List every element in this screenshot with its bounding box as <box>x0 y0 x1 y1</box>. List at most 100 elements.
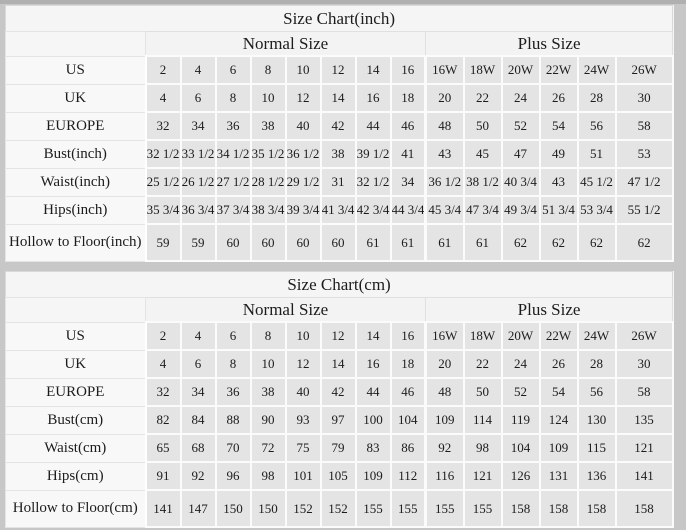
size-cell: 38 <box>249 377 287 407</box>
table-row: UK 4 6 8 10 12 14 16 18 20 22 24 26 28 30 <box>5 349 674 379</box>
size-cell: 16 <box>354 349 392 379</box>
size-cell: 44 <box>354 377 392 407</box>
size-cell: 58 <box>614 111 674 141</box>
size-cell: 26W <box>614 55 674 85</box>
size-cell: 12 <box>319 321 357 351</box>
size-cell: 34 <box>179 377 217 407</box>
size-cell: 10 <box>249 83 287 113</box>
row-label: US <box>5 321 147 351</box>
size-cell: 8 <box>249 55 287 85</box>
size-cell: 51 <box>576 139 617 169</box>
size-cell: 141 <box>614 461 674 491</box>
size-cell: 121 <box>614 433 674 463</box>
size-cell: 115 <box>576 433 617 463</box>
size-cell: 35 1/2 <box>249 139 287 169</box>
size-cell: 47 1/2 <box>614 167 674 197</box>
size-cell: 41 <box>389 139 427 169</box>
row-label: Hips(inch) <box>5 195 147 225</box>
size-table: Size Chart(cm) Normal Size Plus Size US 2 4 6 8… <box>5 271 674 528</box>
table-row: Hips(inch) 35 3/4 36 3/4 37 3/4 38 3/4 39 3/4… <box>5 195 674 225</box>
size-cell: 91 <box>144 461 182 491</box>
size-cell: 43 <box>424 139 465 169</box>
size-cell: 16 <box>389 55 427 85</box>
size-cell: 49 3/4 <box>500 195 541 225</box>
table-row: US 2 4 6 8 10 12 14 16 16W 18W 20W 22W 24W 26W <box>5 321 674 351</box>
size-cell: 60 <box>284 223 322 262</box>
size-cell: 93 <box>284 405 322 435</box>
size-cell: 41 3/4 <box>319 195 357 225</box>
column-group-header: Plus Size <box>424 297 674 323</box>
size-cell: 158 <box>538 489 579 528</box>
size-cell: 52 <box>500 377 541 407</box>
row-label: Waist(cm) <box>5 433 147 463</box>
size-cell: 2 <box>144 321 182 351</box>
table-row: Bust(inch) 32 1/2 33 1/2 34 1/2 35 1/2 36 1/2… <box>5 139 674 169</box>
size-cell: 18W <box>462 55 503 85</box>
size-cell: 10 <box>249 349 287 379</box>
size-cell: 36 <box>214 111 252 141</box>
size-cell: 90 <box>249 405 287 435</box>
chart-title: Size Chart(inch) <box>5 5 673 32</box>
row-label: Bust(cm) <box>5 405 147 435</box>
table-row: US 2 4 6 8 10 12 14 16 16W 18W 20W 22W 24W 26W <box>5 55 674 85</box>
corner-cell <box>5 297 146 323</box>
table-row: Bust(cm) 82 84 88 90 93 97 100 104 109 114 119 124 13… <box>5 405 674 435</box>
table-row: Hollow to Floor(inch) 59 59 60 60 60 60 61 61 61 6… <box>5 223 674 262</box>
row-label: Hips(cm) <box>5 461 147 491</box>
size-cell: 158 <box>614 489 674 528</box>
size-cell: 150 <box>214 489 252 528</box>
size-cell: 20W <box>500 321 541 351</box>
size-cell: 40 <box>284 377 322 407</box>
size-table: Size Chart(inch) Normal Size Plus Size US 2 4… <box>5 5 674 262</box>
size-cell: 10 <box>284 55 322 85</box>
size-cell: 16W <box>424 55 465 85</box>
size-cell: 98 <box>462 433 503 463</box>
size-cell: 28 1/2 <box>249 167 287 197</box>
size-cell: 36 1/2 <box>424 167 465 197</box>
size-cell: 58 <box>614 377 674 407</box>
size-cell: 45 <box>462 139 503 169</box>
column-group-header: Normal Size <box>145 297 426 323</box>
size-cell: 36 <box>214 377 252 407</box>
size-cell: 121 <box>462 461 503 491</box>
size-cell: 88 <box>214 405 252 435</box>
size-chart-inch-table-container: Size Chart(inch) Normal Size Plus Size US 2 4… <box>5 5 674 262</box>
size-cell: 18W <box>462 321 503 351</box>
size-cell: 4 <box>144 83 182 113</box>
chart-title: Size Chart(cm) <box>5 271 673 298</box>
size-cell: 12 <box>319 55 357 85</box>
size-cell: 147 <box>179 489 217 528</box>
size-cell: 54 <box>538 377 579 407</box>
size-cell: 112 <box>389 461 427 491</box>
size-cell: 24 <box>500 83 541 113</box>
size-cell: 28 <box>576 349 617 379</box>
size-cell: 45 3/4 <box>424 195 465 225</box>
size-cell: 62 <box>538 223 579 262</box>
size-cell: 68 <box>179 433 217 463</box>
size-cell: 30 <box>614 349 674 379</box>
size-cell: 6 <box>214 321 252 351</box>
size-cell: 39 3/4 <box>284 195 322 225</box>
row-label: US <box>5 55 147 85</box>
size-cell: 116 <box>424 461 465 491</box>
size-cell: 40 <box>284 111 322 141</box>
size-cell: 62 <box>576 223 617 262</box>
row-label: EUROPE <box>5 111 147 141</box>
size-cell: 4 <box>179 321 217 351</box>
size-cell: 6 <box>179 349 217 379</box>
size-cell: 20 <box>424 349 465 379</box>
size-cell: 37 3/4 <box>214 195 252 225</box>
size-cell: 97 <box>319 405 357 435</box>
size-cell: 32 <box>144 377 182 407</box>
size-cell: 47 <box>500 139 541 169</box>
size-cell: 4 <box>179 55 217 85</box>
table-row: Waist(cm) 65 68 70 72 75 79 83 86 92 98 104 109 115 12… <box>5 433 674 463</box>
table-row: Waist(inch) 25 1/2 26 1/2 27 1/2 28 1/2 29 1/… <box>5 167 674 197</box>
size-cell: 61 <box>462 223 503 262</box>
size-cell: 48 <box>424 377 465 407</box>
size-cell: 72 <box>249 433 287 463</box>
size-cell: 53 3/4 <box>576 195 617 225</box>
size-cell: 100 <box>354 405 392 435</box>
size-cell: 30 <box>614 83 674 113</box>
size-cell: 20W <box>500 55 541 85</box>
